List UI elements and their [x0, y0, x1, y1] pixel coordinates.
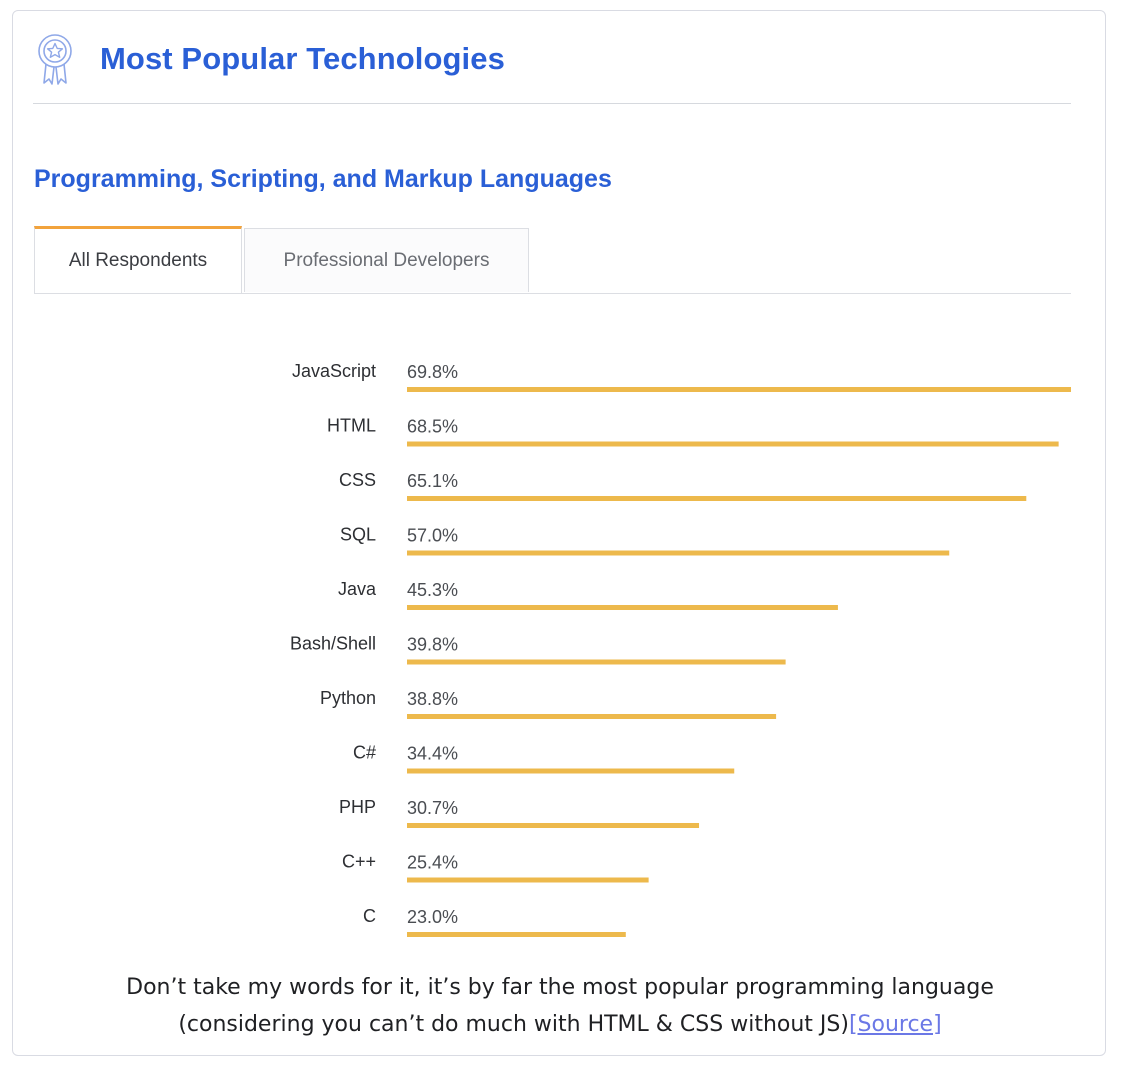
bar — [407, 387, 1071, 392]
bar — [407, 823, 700, 828]
bar — [407, 550, 950, 556]
bar — [407, 714, 777, 719]
category-label: PHP — [339, 797, 376, 817]
bar — [407, 605, 838, 610]
value-label: 34.4% — [407, 744, 458, 764]
respondent-tabs: All Respondents Professional Developers — [34, 226, 1071, 294]
category-label: Python — [320, 688, 376, 708]
caption: Don’t take my words for it, it’s by far … — [13, 969, 1107, 1043]
tab-professional-developers[interactable]: Professional Developers — [244, 228, 529, 292]
category-label: Java — [338, 579, 377, 599]
bar — [407, 877, 649, 883]
category-label: C++ — [342, 852, 376, 872]
category-label: JavaScript — [292, 361, 376, 381]
value-label: 25.4% — [407, 853, 458, 873]
caption-line-2: (considering you can’t do much with HTML… — [13, 1006, 1107, 1043]
value-label: 30.7% — [407, 798, 458, 818]
value-label: 69.8% — [407, 362, 458, 382]
caption-line-2-text: (considering you can’t do much with HTML… — [178, 1012, 849, 1037]
category-label: HTML — [327, 416, 376, 436]
bar — [407, 441, 1059, 447]
bar-chart-svg: JavaScript 69.8% HTML 68.5% CSS 65.1% SQL 57.0%… — [290, 361, 1071, 937]
value-label: 68.5% — [407, 417, 458, 437]
caption-line-1: Don’t take my words for it, it’s by far … — [126, 975, 994, 1000]
category-label: SQL — [340, 525, 376, 545]
tab-all-respondents[interactable]: All Respondents — [34, 226, 242, 293]
section-title: Programming, Scripting, and Markup Langu… — [34, 165, 612, 193]
value-label: 23.0% — [407, 907, 458, 927]
value-label: 65.1% — [407, 471, 458, 491]
category-label: C — [363, 906, 376, 926]
card-header: Most Popular Technologies — [33, 29, 1071, 104]
category-label: C# — [353, 743, 376, 763]
bar — [407, 932, 626, 937]
technologies-card: Most Popular Technologies Programming, S… — [12, 10, 1106, 1056]
value-label: 45.3% — [407, 580, 458, 600]
bar — [407, 659, 786, 665]
value-label: 38.8% — [407, 689, 458, 709]
bar — [407, 768, 735, 774]
value-label: 57.0% — [407, 526, 458, 546]
award-ribbon-icon — [38, 34, 72, 85]
languages-bar-chart: JavaScript 69.8% HTML 68.5% CSS 65.1% SQL 57.0%… — [13, 341, 1107, 951]
source-link[interactable]: [Source] — [848, 1012, 942, 1037]
bar — [407, 496, 1027, 501]
category-label: CSS — [339, 470, 376, 490]
category-label: Bash/Shell — [290, 634, 376, 654]
value-label: 39.8% — [407, 635, 458, 655]
page-title: Most Popular Technologies — [100, 41, 505, 76]
